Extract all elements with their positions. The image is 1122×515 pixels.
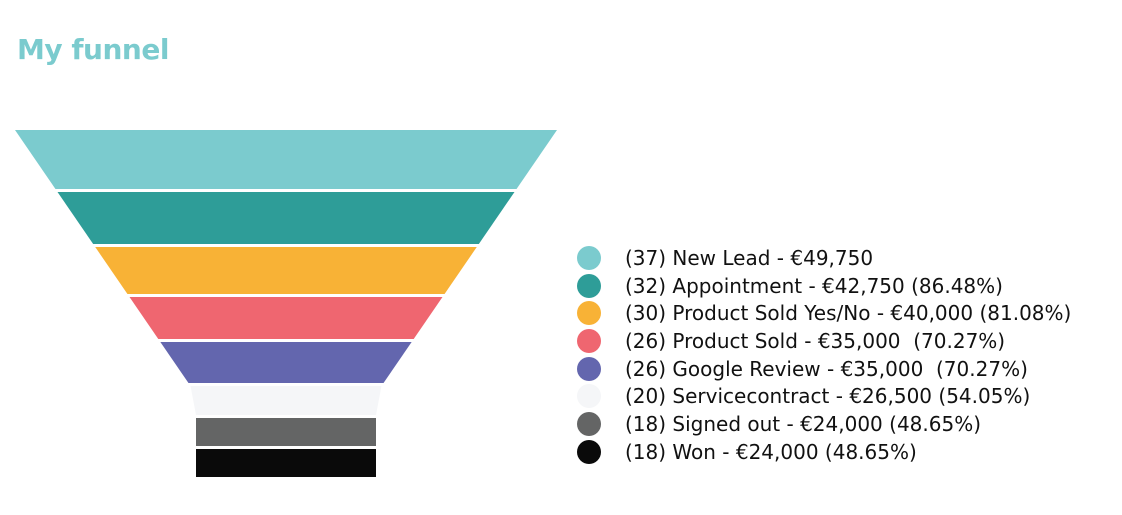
legend-label: (32) Appointment - €42,750 (86.48%) (625, 273, 1003, 298)
legend-item[interactable]: (26) Product Sold - €35,000 (70.27%) (577, 327, 1071, 355)
legend-label: (26) Google Review - €35,000 (70.27%) (625, 356, 1028, 381)
legend-color-dot (577, 273, 601, 298)
legend-item[interactable]: (18) Signed out - €24,000 (48.65%) (577, 410, 1071, 438)
funnel-stage-appointment[interactable] (57, 192, 515, 244)
page-title: My funnel (17, 33, 169, 66)
legend-item[interactable]: (37) New Lead - €49,750 (577, 244, 1071, 272)
legend-color-dot (577, 384, 601, 409)
funnel-stage-product-sold[interactable] (129, 297, 443, 339)
legend-label: (18) Signed out - €24,000 (48.65%) (625, 411, 982, 436)
funnel-stages (15, 130, 557, 477)
legend-label: (30) Product Sold Yes/No - €40,000 (81.0… (625, 301, 1072, 326)
legend-item[interactable]: (20) Servicecontract - €26,500 (54.05%) (577, 382, 1071, 410)
funnel-stage-servicecontract[interactable] (190, 386, 382, 415)
legend-item[interactable]: (30) Product Sold Yes/No - €40,000 (81.0… (577, 299, 1071, 327)
legend-item[interactable]: (26) Google Review - €35,000 (70.27%) (577, 355, 1071, 383)
legend-color-dot (577, 411, 601, 436)
legend-label: (20) Servicecontract - €26,500 (54.05%) (625, 384, 1031, 409)
funnel-stage-google-review[interactable] (160, 342, 412, 383)
legend-item[interactable]: (18) Won - €24,000 (48.65%) (577, 438, 1071, 466)
funnel-chart (15, 130, 557, 477)
funnel-legend: (37) New Lead - €49,750 (32) Appointment … (577, 244, 1071, 466)
funnel-stage-won[interactable] (196, 449, 376, 477)
legend-color-dot (577, 439, 601, 464)
legend-color-dot (577, 301, 601, 326)
legend-color-dot (577, 328, 601, 353)
funnel-stage-new-lead[interactable] (15, 130, 557, 189)
funnel-stage-product-sold-yes-no[interactable] (95, 247, 477, 294)
legend-item[interactable]: (32) Appointment - €42,750 (86.48%) (577, 272, 1071, 300)
funnel-stage-signed-out[interactable] (196, 418, 376, 446)
legend-color-dot (577, 245, 601, 270)
legend-label: (37) New Lead - €49,750 (625, 245, 874, 270)
legend-label: (18) Won - €24,000 (48.65%) (625, 439, 917, 464)
legend-label: (26) Product Sold - €35,000 (70.27%) (625, 328, 1006, 353)
legend-color-dot (577, 356, 601, 381)
